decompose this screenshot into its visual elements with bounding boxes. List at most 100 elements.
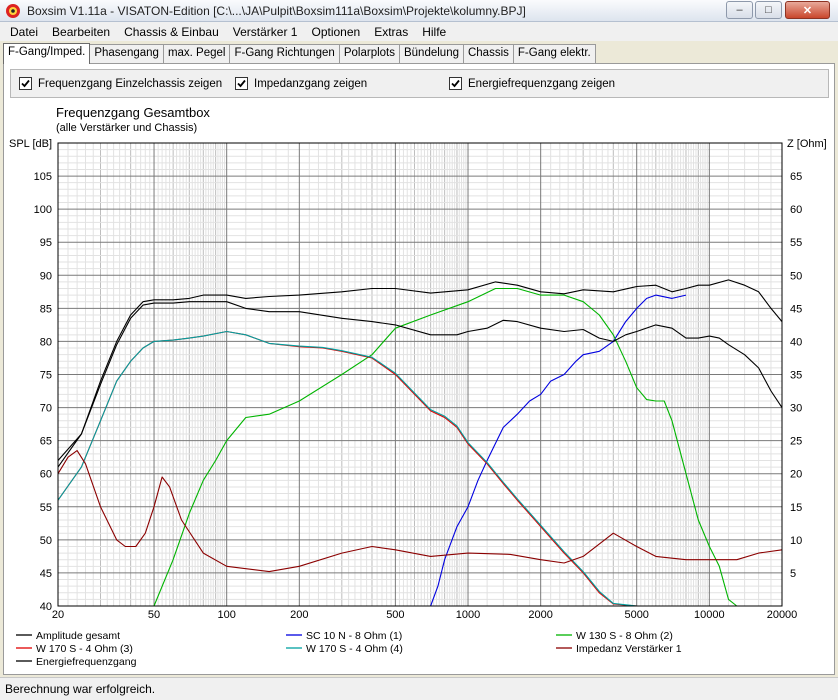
series-line-5 xyxy=(57,330,782,607)
tab-strip: F-Gang/Imped. Phasengang max. Pegel F-Ga… xyxy=(3,43,596,64)
y-tick-label-left: 95 xyxy=(40,237,52,249)
x-tick-label: 5000 xyxy=(624,609,648,621)
y-tick-label-right: 10 xyxy=(790,535,802,547)
options-bar: Frequenzgang Einzelchassis zeigen Impeda… xyxy=(10,69,829,98)
tab-panel: Frequenzgang Einzelchassis zeigen Impeda… xyxy=(3,63,835,675)
tab-polarplots[interactable]: Polarplots xyxy=(338,44,400,63)
y-tick-label-right: 35 xyxy=(790,370,802,382)
y-tick-label-left: 85 xyxy=(40,303,52,315)
chart-title: Frequenzgang Gesamtbox xyxy=(56,105,210,120)
legend-label: Amplitude gesamt xyxy=(36,630,120,642)
frequency-response-chart: 20 50 100 200 500 1000 2000 5000 10000 20000 40 45 5… xyxy=(9,105,827,668)
x-tick-label: 2000 xyxy=(528,609,552,621)
y-tick-label-left: 60 xyxy=(40,469,52,481)
option-impedanzgang[interactable]: Impedanzgang zeigen xyxy=(235,77,367,90)
menu-chassis-einbau[interactable]: Chassis & Einbau xyxy=(124,24,219,39)
y-tick-label-left: 65 xyxy=(40,436,52,448)
y-tick-label-right: 50 xyxy=(790,270,802,282)
y-tick-label-right: 20 xyxy=(790,469,802,481)
y-tick-label-left: 70 xyxy=(40,403,52,415)
check-icon xyxy=(451,79,460,88)
ticks-layer: 20 50 100 200 500 1000 2000 5000 10000 20000 40 45 5… xyxy=(34,171,803,621)
checkbox-impedanzgang[interactable] xyxy=(235,77,248,90)
y-tick-label-left: 80 xyxy=(40,336,52,348)
tab-buendelung[interactable]: Bündelung xyxy=(398,44,464,63)
y-tick-label-right: 65 xyxy=(790,171,802,183)
x-tick-label: 20 xyxy=(52,609,64,621)
maximize-button[interactable]: □ xyxy=(755,1,782,19)
checkbox-einzelchassis[interactable] xyxy=(19,77,32,90)
status-text: Berechnung war erfolgreich. xyxy=(5,682,156,696)
minimize-button[interactable]: – xyxy=(726,1,753,19)
y-tick-label-right: 5 xyxy=(790,568,796,580)
tab-chassis[interactable]: Chassis xyxy=(462,44,514,63)
menu-hilfe[interactable]: Hilfe xyxy=(422,24,447,39)
series-layer xyxy=(57,279,783,607)
option-impedanzgang-label: Impedanzgang zeigen xyxy=(254,77,368,90)
legend-label: SC 10 N - 8 Ohm (1) xyxy=(306,630,402,642)
tab-f-gang-elektr[interactable]: F-Gang elektr. xyxy=(512,44,596,63)
status-bar: Berechnung war erfolgreich. xyxy=(0,677,838,700)
y-tick-label-right: 55 xyxy=(790,237,802,249)
x-tick-label: 100 xyxy=(218,609,236,621)
checkbox-energiefrequenzgang[interactable] xyxy=(449,77,462,90)
chart-subtitle: (alle Verstärker und Chassis) xyxy=(56,122,197,134)
boxsim-app-icon[interactable] xyxy=(5,3,21,19)
x-tick-label: 10000 xyxy=(694,609,725,621)
y-tick-label-right: 15 xyxy=(790,502,802,514)
y-axis-right-label: Z [Ohm] xyxy=(787,138,827,150)
y-tick-label-left: 75 xyxy=(40,370,52,382)
tab-f-gang-richtungen[interactable]: F-Gang Richtungen xyxy=(229,44,340,63)
y-tick-label-left: 45 xyxy=(40,568,52,580)
legend-label: Energiefrequenzgang xyxy=(36,656,137,668)
window-title: Boxsim V1.11a - VISATON-Edition [C:\...\… xyxy=(27,4,526,18)
y-tick-label-left: 40 xyxy=(40,601,52,613)
y-tick-label-left: 90 xyxy=(40,270,52,282)
menu-optionen[interactable]: Optionen xyxy=(311,24,361,39)
grid-major xyxy=(57,143,783,607)
legend-label: Impedanz Verstärker 1 xyxy=(576,643,682,655)
tab-f-gang-imped[interactable]: F-Gang/Imped. xyxy=(3,43,91,64)
y-tick-label-left: 55 xyxy=(40,502,52,514)
series-line-7 xyxy=(57,301,783,468)
menu-extras[interactable]: Extras xyxy=(374,24,409,39)
y-tick-label-right: 40 xyxy=(790,336,802,348)
menu-verstaerker-1[interactable]: Verstärker 1 xyxy=(232,24,298,39)
y-tick-label-right: 60 xyxy=(790,204,802,216)
y-tick-label-left: 105 xyxy=(34,171,52,183)
series-line-1 xyxy=(57,279,783,461)
x-tick-label: 500 xyxy=(386,609,404,621)
series-line-4 xyxy=(57,330,782,607)
title-bar: Boxsim V1.11a - VISATON-Edition [C:\...\… xyxy=(0,0,838,22)
check-icon xyxy=(21,79,30,88)
menu-datei[interactable]: Datei xyxy=(10,24,39,39)
option-energiefrequenzgang[interactable]: Energiefrequenzgang zeigen xyxy=(449,77,615,90)
option-einzelchassis[interactable]: Frequenzgang Einzelchassis zeigen xyxy=(19,77,222,90)
x-tick-label: 50 xyxy=(148,609,160,621)
legend-label: W 170 S - 4 Ohm (3) xyxy=(36,643,133,655)
tab-phasengang[interactable]: Phasengang xyxy=(89,44,164,63)
check-icon xyxy=(237,79,246,88)
option-einzelchassis-label: Frequenzgang Einzelchassis zeigen xyxy=(38,77,223,90)
y-axis-left-label: SPL [dB] xyxy=(9,138,52,150)
legend-label: W 170 S - 4 Ohm (4) xyxy=(306,643,403,655)
y-tick-label-right: 25 xyxy=(790,436,802,448)
close-button[interactable]: ✕ xyxy=(785,1,830,19)
x-tick-label: 1000 xyxy=(456,609,480,621)
menu-bearbeiten[interactable]: Bearbeiten xyxy=(52,24,111,39)
menu-bar: Datei Bearbeiten Chassis & Einbau Verstä… xyxy=(0,22,838,41)
y-tick-label-right: 45 xyxy=(790,303,802,315)
series-line-6 xyxy=(57,450,783,573)
legend: Amplitude gesamt SC 10 N - 8 Ohm (1) W 130… xyxy=(16,630,682,668)
y-tick-label-left: 100 xyxy=(34,204,52,216)
x-tick-label: 200 xyxy=(290,609,308,621)
legend-label: W 130 S - 8 Ohm (2) xyxy=(576,630,673,642)
y-tick-label-right: 30 xyxy=(790,403,802,415)
tab-max-pegel[interactable]: max. Pegel xyxy=(162,44,231,63)
y-tick-label-left: 50 xyxy=(40,535,52,547)
series-line-3 xyxy=(153,287,782,607)
plot-frame xyxy=(57,142,783,607)
series-line-2 xyxy=(430,294,687,607)
option-energiefrequenzgang-label: Energiefrequenzgang zeigen xyxy=(468,77,616,90)
x-tick-label: 20000 xyxy=(767,609,798,621)
